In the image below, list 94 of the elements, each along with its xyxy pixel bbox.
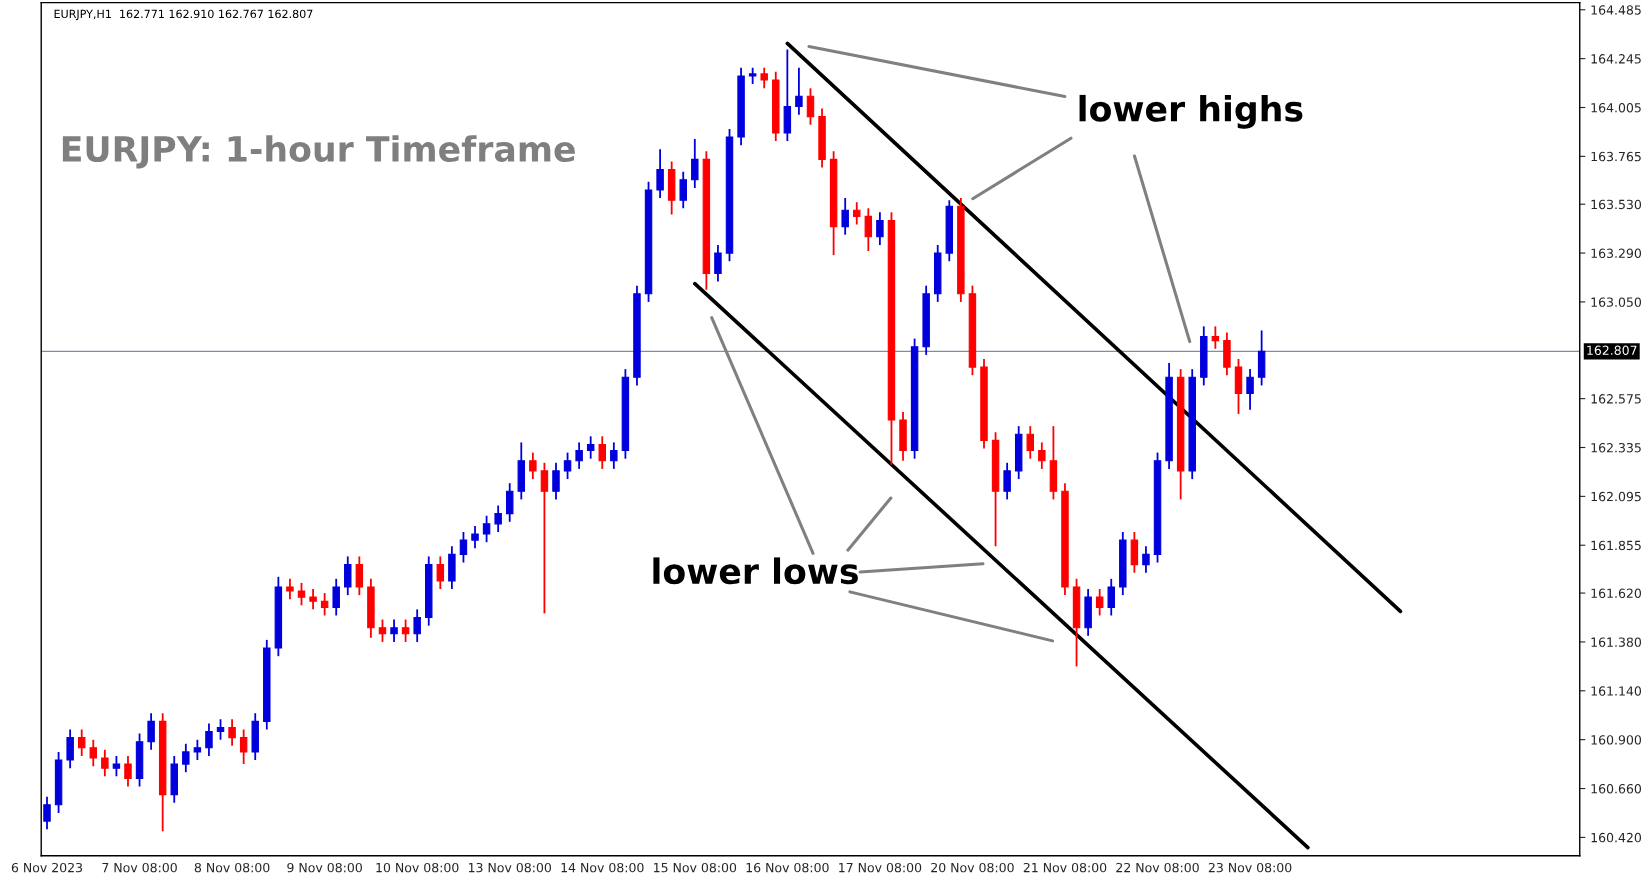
y-tick-label: 162.575 [1591, 394, 1641, 404]
x-tick-label: 22 Nov 08:00 [1116, 862, 1199, 873]
candlestick [355, 555, 364, 597]
y-tick-label: 163.530 [1591, 199, 1642, 210]
candlestick [795, 66, 803, 116]
candlestick [529, 451, 537, 480]
y-tick-label: 161.140 [1591, 686, 1642, 696]
candlestick [552, 461, 560, 501]
candlestick [390, 618, 398, 643]
y-tick-label: 163.765 [1591, 151, 1641, 162]
candlestick [806, 87, 815, 126]
candlestick [679, 170, 687, 210]
candlestick [309, 588, 317, 611]
candlestick [876, 211, 884, 246]
candlestick [575, 441, 583, 470]
candlestick [656, 148, 664, 200]
x-tick-label: 16 Nov 08:00 [746, 862, 829, 873]
x-tick-label: 14 Nov 08:00 [561, 862, 644, 873]
candlestick [494, 504, 502, 533]
candlestick [216, 718, 225, 741]
candlestick [344, 555, 352, 597]
y-tick-label: 161.855 [1591, 540, 1641, 551]
candlestick [101, 748, 109, 778]
candlestick [286, 577, 294, 601]
y-tick-label: 162.335 [1591, 442, 1641, 453]
x-tick-label: 10 Nov 08:00 [376, 862, 459, 873]
y-tick-label: 162.095 [1591, 491, 1641, 502]
candlestick [1003, 461, 1011, 501]
x-tick-label: 20 Nov 08:00 [931, 862, 1014, 873]
y-tick-label: 164.005 [1591, 102, 1641, 113]
y-tick-label: 163.290 [1591, 248, 1642, 258]
candlestick [436, 555, 445, 590]
x-tick-label: 13 Nov 08:00 [468, 862, 552, 873]
annotation: lower lows [653, 557, 858, 585]
x-tick-label: 17 Nov 08:00 [839, 862, 922, 873]
candlestick [598, 435, 606, 470]
y-tick-label: 160.900 [1591, 735, 1642, 745]
candlestick [482, 514, 491, 544]
text: EURJPY: 1-hour Timeframe [62, 135, 575, 169]
candlestick [540, 461, 549, 615]
candlestick [1026, 425, 1035, 460]
candlestick [1107, 577, 1115, 617]
candlestick [401, 618, 410, 643]
candlestick [77, 728, 86, 757]
candlestick [239, 728, 248, 765]
candlestick [471, 524, 479, 550]
candlestick [1211, 325, 1220, 350]
y-tick-label: 164.485 [1591, 5, 1641, 15]
x-tick-label: 7 Nov 08:00 [102, 862, 177, 873]
candlestick [66, 728, 74, 770]
candlestick [193, 738, 202, 761]
candlestick [760, 66, 768, 90]
x-tick-label: 6 Nov 2023 [11, 862, 83, 873]
candlestick [182, 742, 190, 774]
candlestick [205, 722, 213, 757]
candlestick [563, 451, 572, 480]
x-tick-label: 15 Nov 08:00 [654, 862, 737, 873]
candlestick [297, 581, 306, 607]
annotation: lower highs [1079, 94, 1303, 129]
candlestick [691, 138, 699, 189]
candlestick [853, 201, 861, 226]
candlestick [1246, 368, 1254, 411]
candlestick [43, 795, 51, 831]
text: EURJPY,H1 162.771 162.910 162.767 162.807 [54, 9, 313, 21]
candlestick [332, 577, 340, 617]
candlestick [1142, 545, 1150, 574]
candlestick [89, 738, 98, 768]
candlestick [112, 755, 121, 778]
candlestick [124, 755, 132, 788]
candlestick [459, 531, 468, 564]
x-tick-label: 9 Nov 08:00 [287, 862, 362, 873]
candlestick [147, 712, 155, 751]
candlestick [228, 718, 236, 747]
y-tick-label: 163.050 [1591, 297, 1642, 307]
candlestick [1038, 441, 1046, 470]
candlestick [864, 207, 873, 252]
ref-line-label: 162.807 [1587, 345, 1637, 356]
x-tick-label: 21 Nov 08:00 [1023, 862, 1107, 873]
candlestick [714, 244, 722, 283]
candlestick [841, 197, 849, 236]
x-tick-label: 23 Nov 08:00 [1208, 862, 1292, 873]
candlestick [586, 435, 595, 460]
candlestick [413, 608, 421, 643]
candlestick [320, 592, 329, 617]
candlestick [505, 482, 514, 523]
candlestick [378, 618, 387, 643]
candlestick [1095, 588, 1104, 617]
candlestick [610, 441, 618, 470]
y-tick-label: 160.660 [1591, 784, 1642, 794]
y-tick-label: 164.245 [1591, 54, 1641, 64]
y-tick-label: 160.420 [1591, 832, 1642, 843]
x-tick-label: 8 Nov 08:00 [194, 862, 270, 873]
y-tick-label: 161.380 [1591, 637, 1642, 647]
y-tick-label: 161.620 [1591, 588, 1642, 598]
